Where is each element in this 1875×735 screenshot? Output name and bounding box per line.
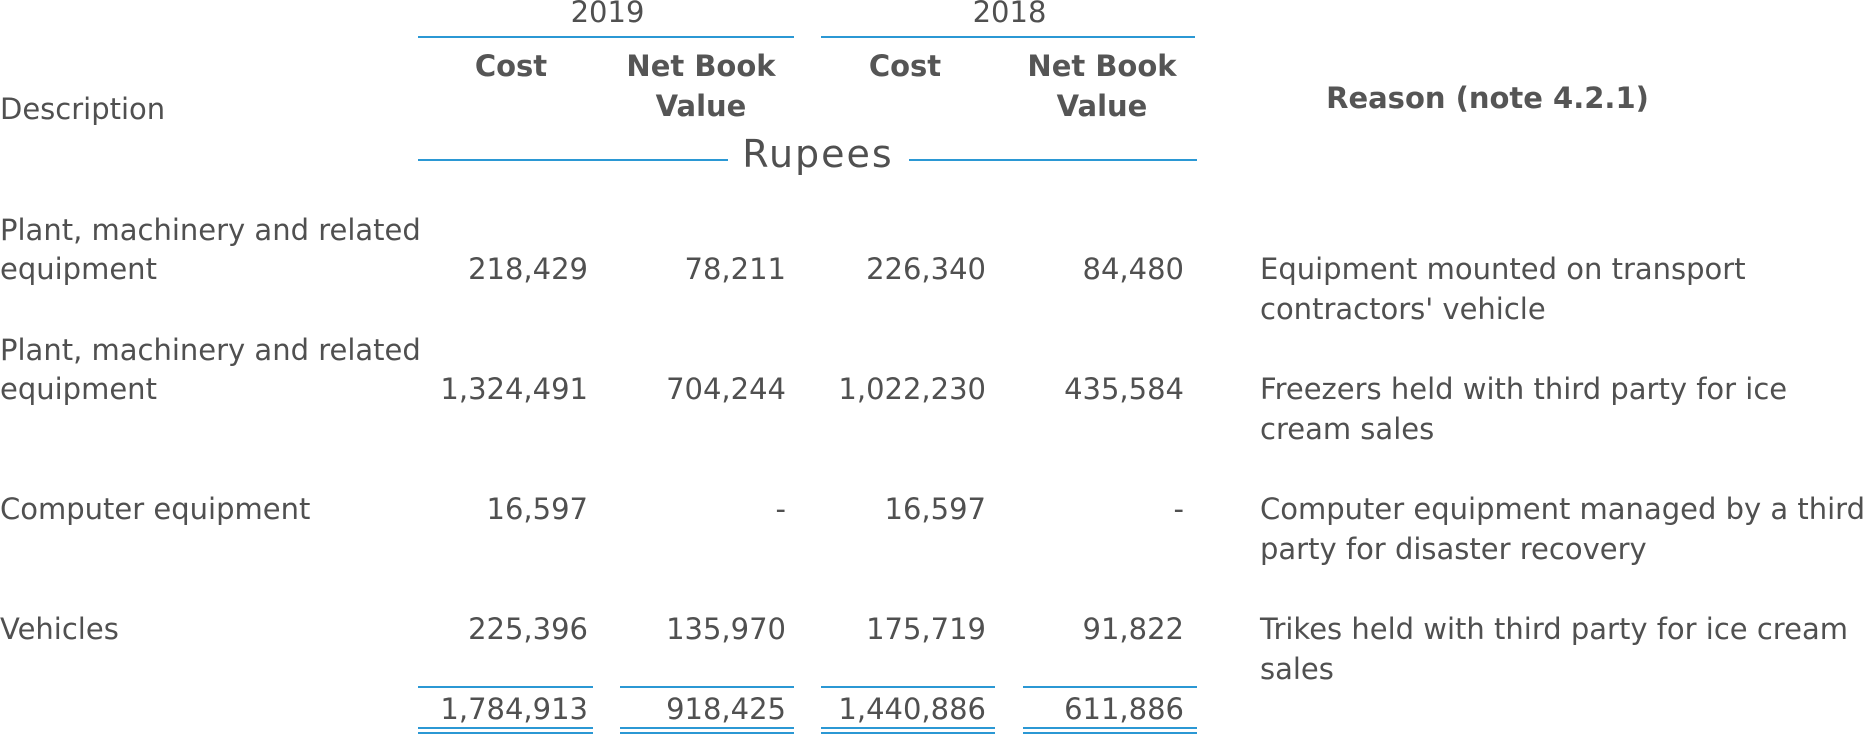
total-cost-2019: 1,784,913 [440,692,588,726]
row-4-cost-2019: 225,396 [468,612,588,646]
row-2-nbv-2019: 704,244 [666,372,786,406]
year-2019-rule [418,36,794,38]
total-rule-cost-2018 [821,686,995,688]
total-nbv-2019: 918,425 [666,692,786,726]
description-header: Description [0,92,166,126]
row-2-description-line2: equipment [0,372,157,406]
row-2-reason-line2: cream sales [1260,412,1435,446]
row-3-reason-line1: Computer equipment managed by a third [1260,492,1865,526]
row-1-nbv-2018: 84,480 [1082,252,1184,286]
row-2-cost-2018: 1,022,230 [838,372,986,406]
total-rule-nbv-2018 [1023,686,1197,688]
nbv-2019-header-line2: Value [655,89,747,123]
total-cost-2018: 1,440,886 [838,692,986,726]
reason-header: Reason (note 4.2.1) [1326,81,1649,115]
rupees-rule-left [418,159,728,161]
year-2018-rule [821,36,1195,38]
rupees-rule-right [909,159,1197,161]
row-2-nbv-2018: 435,584 [1064,372,1184,406]
year-2018-header: 2018 [972,0,1047,29]
total-rule-nbv-2019 [620,686,794,688]
row-3-nbv-2018: - [1173,492,1184,526]
row-4-description-line1: Vehicles [0,612,119,646]
currency-label: Rupees [742,132,894,176]
row-1-nbv-2019: 78,211 [684,252,786,286]
total-double-rule-nbv-2018 [1023,727,1197,734]
row-2-description-line1: Plant, machinery and related [0,333,421,367]
nbv-2018-header-line2: Value [1056,89,1148,123]
row-4-nbv-2019: 135,970 [666,612,786,646]
row-1-reason-line2: contractors' vehicle [1260,292,1546,326]
row-4-reason-line2: sales [1260,652,1334,686]
row-4-cost-2018: 175,719 [866,612,986,646]
total-double-rule-nbv-2019 [620,727,794,734]
total-double-rule-cost-2018 [821,727,995,734]
cost-2018-header: Cost [868,49,942,83]
row-3-cost-2019: 16,597 [486,492,588,526]
total-nbv-2018: 611,886 [1064,692,1184,726]
row-1-description-line2: equipment [0,252,157,286]
nbv-2019-header-line1: Net Book [626,49,776,83]
row-2-cost-2019: 1,324,491 [440,372,588,406]
row-1-reason-line1: Equipment mounted on transport [1260,252,1746,286]
row-2-reason-line1: Freezers held with third party for ice [1260,372,1788,406]
total-rule-cost-2019 [418,686,593,688]
row-3-description-line1: Computer equipment [0,492,311,526]
year-2019-header: 2019 [570,0,645,29]
row-3-cost-2018: 16,597 [884,492,986,526]
row-1-cost-2019: 218,429 [468,252,588,286]
nbv-2018-header-line1: Net Book [1027,49,1177,83]
total-double-rule-cost-2019 [418,727,593,734]
row-1-cost-2018: 226,340 [866,252,986,286]
row-4-reason-line1: Trikes held with third party for ice cre… [1260,612,1848,646]
row-3-nbv-2019: - [775,492,786,526]
row-3-reason-line2: party for disaster recovery [1260,532,1647,566]
row-1-description-line1: Plant, machinery and related [0,213,421,247]
row-4-nbv-2018: 91,822 [1082,612,1184,646]
cost-2019-header: Cost [474,49,548,83]
